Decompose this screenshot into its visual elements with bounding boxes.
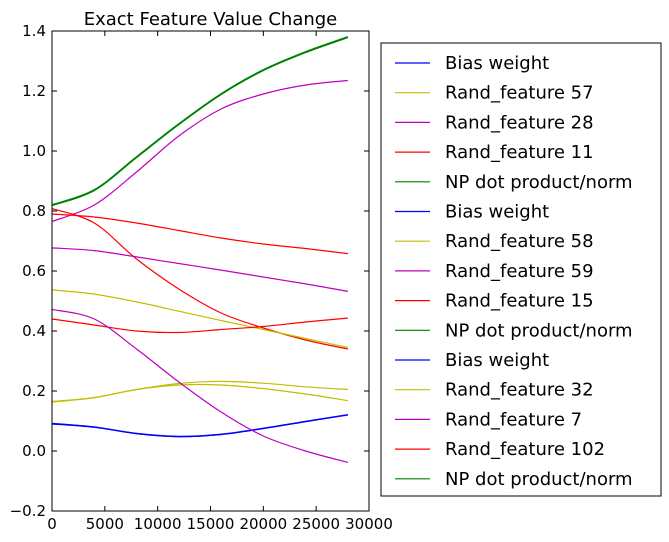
legend-label: Rand_feature 58 — [445, 231, 594, 252]
series-line-5 — [51, 414, 348, 437]
legend-box — [380, 42, 662, 497]
series-line-11 — [51, 383, 348, 403]
x-tick-label: 25000 — [292, 515, 340, 533]
x-tick-label: 15000 — [187, 515, 235, 533]
legend-label: Bias weight — [445, 350, 549, 371]
y-tick-label: 0.6 — [22, 262, 46, 280]
y-tick-label: 1.0 — [22, 142, 46, 160]
chart-title: Exact Feature Value Change — [84, 9, 338, 30]
series-line-9 — [51, 37, 349, 207]
x-tick-label: 5000 — [86, 515, 124, 533]
legend-label: Bias weight — [445, 53, 549, 74]
series-line-12 — [51, 308, 349, 463]
legend-label: Rand_feature 32 — [445, 380, 594, 401]
x-tick-label: 0 — [47, 515, 57, 533]
y-tick-label: 0.0 — [22, 442, 46, 460]
x-axis: 0 5000 10000 15000 20000 25000 30000 — [47, 31, 393, 533]
series-line-2 — [51, 79, 348, 223]
y-tick-label: 0.8 — [22, 202, 46, 220]
x-tick-label: 30000 — [345, 515, 393, 533]
series-line-3 — [51, 208, 348, 350]
y-tick-label: 0.4 — [22, 322, 46, 340]
x-tick-label: 20000 — [239, 515, 287, 533]
plot-frame — [51, 30, 370, 512]
legend-label: Rand_feature 28 — [445, 112, 594, 133]
x-tick-label: 10000 — [134, 515, 182, 533]
y-tick-label: −0.2 — [10, 502, 46, 520]
series-line-13 — [51, 213, 348, 255]
y-tick-label: 1.2 — [22, 82, 46, 100]
legend: Bias weight Rand_feature 57 Rand_feature 2… — [380, 42, 662, 497]
legend-label: Rand_feature 15 — [445, 291, 594, 312]
y-axis: −0.2 0.0 0.2 0.4 0.6 0.8 1.0 1.2 1.4 — [10, 22, 369, 520]
legend-items: Bias weight Rand_feature 57 Rand_feature 2… — [395, 53, 633, 490]
legend-label: Rand_feature 57 — [445, 83, 594, 104]
series-line-0 — [51, 414, 348, 438]
y-tick-label: 1.4 — [22, 22, 46, 40]
legend-label: NP dot product/norm — [445, 172, 633, 193]
series-line-10 — [51, 414, 348, 438]
legend-label: NP dot product/norm — [445, 469, 633, 490]
series-line-6 — [51, 289, 348, 349]
legend-label: Rand_feature 11 — [445, 142, 594, 163]
legend-label: NP dot product/norm — [445, 320, 633, 341]
series-line-7 — [51, 247, 348, 292]
legend-label: Bias weight — [445, 202, 549, 223]
y-tick-label: 0.2 — [22, 382, 46, 400]
legend-label: Rand_feature 7 — [445, 409, 582, 430]
series-line-14 — [51, 36, 349, 206]
series-line-8 — [51, 317, 348, 334]
plot-lines — [51, 36, 349, 463]
legend-label: Rand_feature 102 — [445, 439, 605, 460]
legend-label: Rand_feature 59 — [445, 261, 594, 282]
